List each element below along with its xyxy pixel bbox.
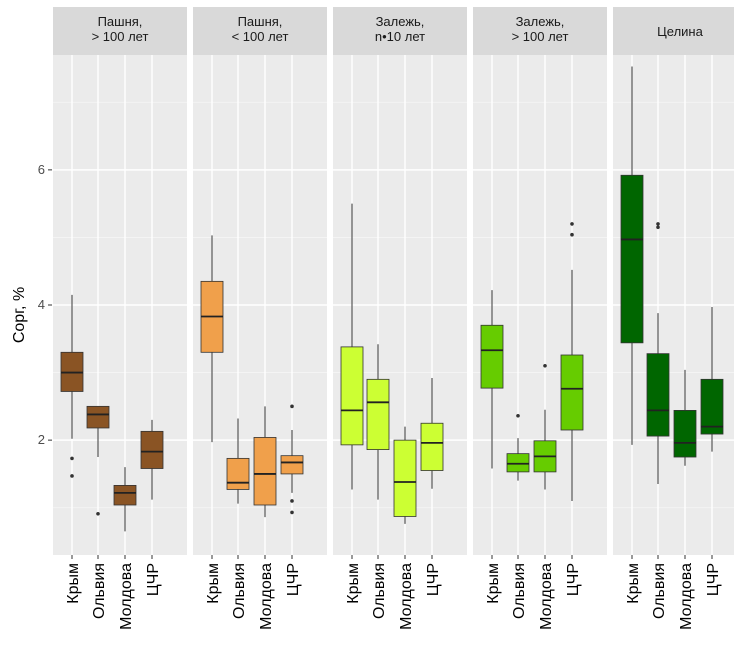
boxplot-Крым <box>620 66 644 445</box>
box <box>393 439 417 517</box>
outlier-point <box>96 511 100 516</box>
facet-title: < 100 лет <box>232 29 289 44</box>
y-tick-label: 6 <box>38 162 45 177</box>
y-tick-label: 2 <box>38 432 45 447</box>
facet-panel: Залежь,> 100 лет Крым Ольвия Молдова ЦЧР <box>473 7 607 630</box>
boxplot-ЦЧР <box>560 222 584 501</box>
boxplot-ЦЧР <box>700 307 724 452</box>
category-label: ЦЧР <box>705 563 722 596</box>
outlier-point <box>516 414 520 418</box>
category-label: Ольвия <box>91 563 108 619</box>
outlier-point <box>70 456 74 461</box>
outlier-point <box>656 225 660 230</box>
boxplot-Молдова <box>253 406 277 518</box>
boxplot-Молдова <box>393 426 417 524</box>
box <box>366 378 390 450</box>
box <box>700 378 724 435</box>
box <box>113 485 137 506</box>
category-label: Молдова <box>398 563 415 630</box>
category-label: ЦЧР <box>425 563 442 596</box>
category-label: Ольвия <box>231 563 248 619</box>
category-label: Молдова <box>538 563 555 630</box>
category-label: ЦЧР <box>145 563 162 596</box>
box <box>280 455 304 475</box>
facet-title: Залежь, <box>376 14 425 29</box>
box <box>420 422 444 471</box>
boxplot-Ольвия <box>366 344 390 500</box>
outlier-point <box>656 222 660 226</box>
outlier-point <box>290 404 294 409</box>
y-tick-label: 4 <box>38 297 45 312</box>
category-label: Крым <box>625 563 642 604</box>
boxplot-Крым <box>60 294 84 478</box>
outlier-point <box>70 474 74 478</box>
category-label: Ольвия <box>371 563 388 619</box>
box <box>140 430 164 469</box>
boxplot-ЦЧР <box>420 377 444 489</box>
facet-strip <box>53 7 187 55</box>
facet-title: > 100 лет <box>92 29 149 44</box>
outlier-point <box>290 499 294 503</box>
category-label: Ольвия <box>651 563 668 619</box>
category-label: ЦЧР <box>285 563 302 596</box>
facet-title: Залежь, <box>516 14 565 29</box>
box <box>86 405 110 429</box>
boxplot-ЦЧР <box>140 419 164 500</box>
box <box>253 437 277 506</box>
boxplot-Крым <box>480 290 504 469</box>
box <box>646 353 670 437</box>
category-label: Крым <box>205 563 222 604</box>
boxplot-Крым <box>340 203 364 490</box>
facet-strip <box>333 7 467 55</box>
boxplot-Молдова <box>113 467 137 532</box>
outlier-point <box>570 222 574 226</box>
facet-panel: Пашня,> 100 лет Крым Ольвия Молдова ЦЧР <box>53 7 187 630</box>
outlier-point <box>570 232 574 237</box>
facet-strip <box>613 7 734 55</box>
boxplot-Молдова <box>673 369 697 466</box>
facet-title: Пашня, <box>238 14 283 29</box>
facet-strip <box>473 7 607 55</box>
boxplot-ЦЧР <box>280 404 304 515</box>
category-label: ЦЧР <box>565 563 582 596</box>
category-label: Молдова <box>678 563 695 630</box>
boxplot-Молдова <box>533 364 557 490</box>
boxplot-Крым <box>200 235 224 443</box>
outlier-point <box>290 510 294 515</box>
facet-title: Пашня, <box>98 14 143 29</box>
category-label: Молдова <box>118 563 135 630</box>
boxplot-Ольвия <box>226 418 250 504</box>
facet-title: > 100 лет <box>512 29 569 44</box>
category-label: Молдова <box>258 563 275 630</box>
boxplot-Ольвия <box>86 405 110 516</box>
facet-title: n•10 лет <box>375 29 425 44</box>
boxplot-Ольвия <box>506 414 530 481</box>
boxplot-Ольвия <box>646 222 670 485</box>
box <box>340 346 364 446</box>
box <box>480 324 504 389</box>
box <box>560 354 584 431</box>
category-label: Крым <box>65 563 82 604</box>
outlier-point <box>543 364 547 368</box>
box <box>226 457 250 490</box>
facet-strip <box>193 7 327 55</box>
facet-panel: Залежь,n•10 лет Крым Ольвия Молдова ЦЧР <box>333 7 467 630</box>
category-label: Крым <box>485 563 502 604</box>
category-label: Ольвия <box>511 563 528 619</box>
box <box>506 453 530 473</box>
box <box>673 410 697 458</box>
y-axis-title: Сорг, % <box>11 287 28 343</box>
box <box>620 174 644 344</box>
category-label: Крым <box>345 563 362 604</box>
facet-panel: Целина Крым Ольвия Молдова ЦЧР <box>613 7 734 630</box>
facet-panel: Пашня,< 100 лет Крым Ольвия Молдова ЦЧР <box>193 7 327 630</box>
facet-title: Целина <box>657 24 703 39</box>
